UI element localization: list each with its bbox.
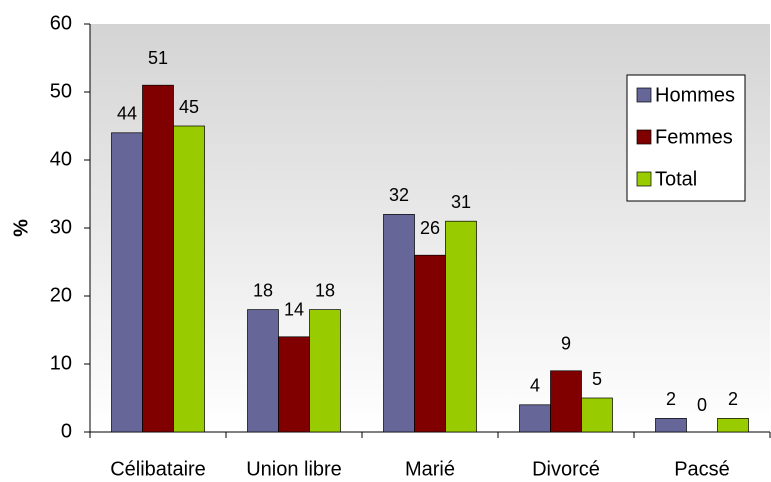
legend-label: Femmes	[655, 126, 733, 148]
bar	[414, 254, 446, 433]
legend-swatch	[636, 129, 652, 145]
data-label: 31	[451, 192, 471, 212]
bar	[550, 370, 582, 433]
y-tick-label: 60	[50, 12, 72, 34]
x-tick-label: Célibataire	[110, 458, 206, 480]
y-axis-label: %	[10, 219, 32, 237]
y-tick-label: 50	[50, 80, 72, 102]
y-tick-label: 0	[61, 420, 72, 442]
bar	[655, 418, 687, 433]
data-label: 4	[530, 376, 540, 396]
data-label: 45	[179, 97, 199, 117]
bar	[445, 220, 477, 433]
legend-swatch	[636, 171, 652, 187]
y-tick-label: 30	[50, 216, 72, 238]
bar	[278, 336, 310, 433]
data-label: 26	[420, 218, 440, 238]
data-label: 51	[148, 48, 168, 68]
x-tick-label: Divorcé	[532, 458, 600, 480]
data-label: 5	[592, 369, 602, 389]
y-tick-label: 20	[50, 284, 72, 306]
data-label: 32	[389, 185, 409, 205]
data-label: 9	[561, 334, 571, 354]
y-tick-label: 40	[50, 148, 72, 170]
data-label: 0	[697, 395, 707, 415]
bar	[247, 309, 279, 433]
bar	[519, 404, 551, 433]
legend-label: Hommes	[655, 84, 735, 106]
data-label: 2	[728, 389, 738, 409]
bar	[581, 397, 613, 433]
bar	[717, 418, 749, 433]
bar	[111, 132, 143, 433]
x-tick-label: Marié	[405, 458, 455, 480]
data-label: 18	[315, 280, 335, 300]
data-label: 44	[117, 104, 137, 124]
bar	[383, 214, 415, 433]
y-tick-label: 10	[50, 352, 72, 374]
bar	[309, 309, 341, 433]
data-label: 14	[284, 300, 304, 320]
x-tick-label: Pacsé	[674, 458, 730, 480]
x-tick-label: Union libre	[246, 458, 342, 480]
legend-swatch	[636, 87, 652, 103]
data-label: 18	[253, 280, 273, 300]
legend-label: Total	[655, 168, 697, 190]
data-label: 2	[666, 389, 676, 409]
bar	[142, 84, 174, 433]
bar	[173, 125, 205, 433]
